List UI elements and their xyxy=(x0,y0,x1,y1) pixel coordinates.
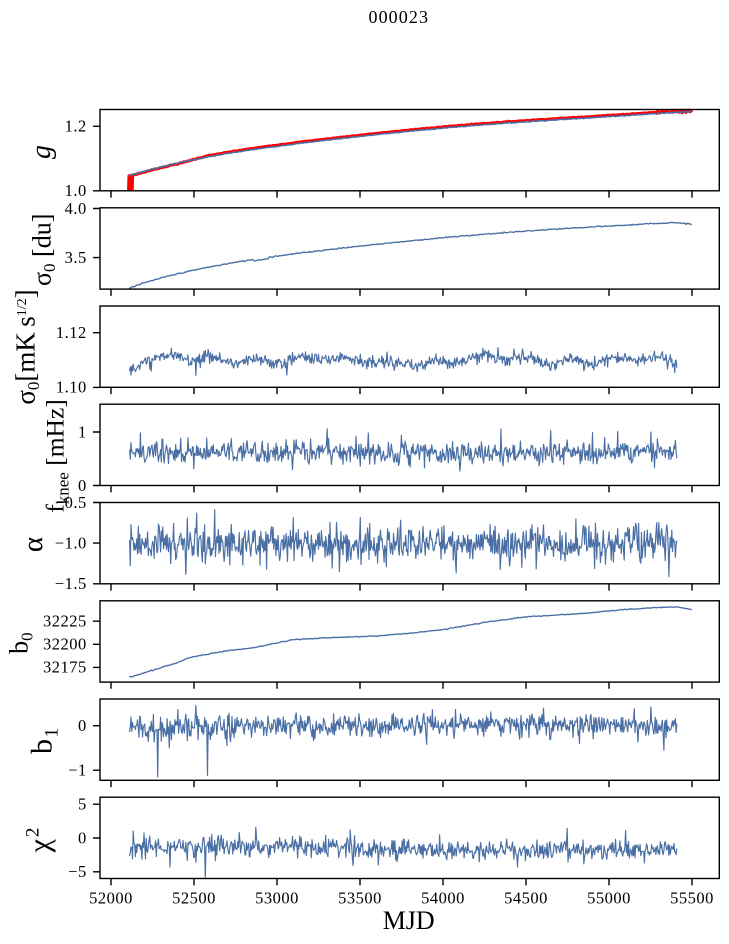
svg-text:000023: 000023 xyxy=(368,7,429,27)
svg-text:1: 1 xyxy=(78,422,87,441)
svg-text:MJD: MJD xyxy=(383,906,435,935)
svg-text:fknee [mHz]: fknee [mHz] xyxy=(40,399,72,513)
svg-text:−1: −1 xyxy=(68,761,87,780)
svg-text:54500: 54500 xyxy=(504,889,548,908)
svg-text:55000: 55000 xyxy=(587,889,631,908)
svg-text:1.12: 1.12 xyxy=(56,323,87,342)
svg-text:σ0 [du]: σ0 [du] xyxy=(27,214,59,286)
svg-text:−5: −5 xyxy=(68,862,87,881)
svg-text:b0: b0 xyxy=(4,632,36,654)
svg-text:1.10: 1.10 xyxy=(56,378,87,397)
svg-text:0: 0 xyxy=(78,828,87,847)
svg-text:1.0: 1.0 xyxy=(65,181,87,200)
svg-text:χ2: χ2 xyxy=(22,828,56,854)
svg-text:32200: 32200 xyxy=(43,635,87,654)
svg-text:32225: 32225 xyxy=(43,612,87,631)
svg-text:52500: 52500 xyxy=(172,889,216,908)
svg-text:σ0[mK s1/2]: σ0[mK s1/2] xyxy=(10,289,43,404)
svg-text:b1: b1 xyxy=(25,728,62,754)
svg-text:5: 5 xyxy=(78,795,87,814)
svg-text:0: 0 xyxy=(78,716,87,735)
svg-text:4.0: 4.0 xyxy=(65,199,87,218)
svg-text:55500: 55500 xyxy=(670,889,714,908)
svg-text:α: α xyxy=(17,537,49,552)
svg-text:0: 0 xyxy=(78,476,87,495)
svg-text:−1.5: −1.5 xyxy=(55,574,87,593)
svg-text:1.2: 1.2 xyxy=(65,117,87,136)
svg-text:3.5: 3.5 xyxy=(65,248,87,267)
svg-text:−0.5: −0.5 xyxy=(55,493,87,512)
svg-text:53000: 53000 xyxy=(255,889,299,908)
svg-text:−1.0: −1.0 xyxy=(55,533,87,552)
svg-text:54000: 54000 xyxy=(421,889,465,908)
svg-text:53500: 53500 xyxy=(338,889,382,908)
svg-text:52000: 52000 xyxy=(89,889,133,908)
svg-text:32175: 32175 xyxy=(43,658,87,677)
svg-text:g: g xyxy=(26,145,57,159)
